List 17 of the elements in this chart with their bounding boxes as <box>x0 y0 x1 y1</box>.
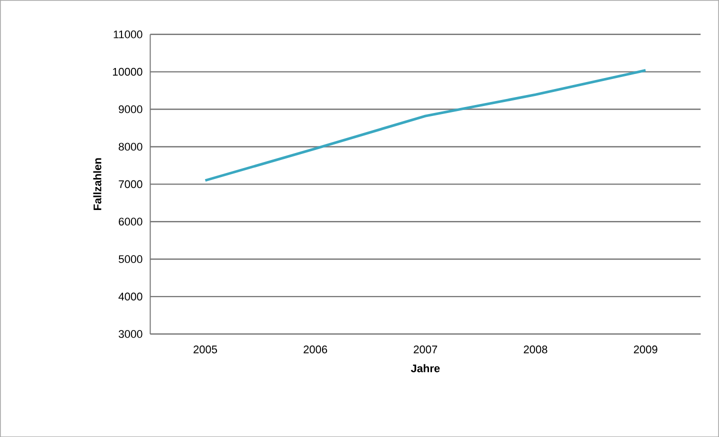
y-tick-label: 7000 <box>118 180 142 188</box>
line-series <box>204 68 647 182</box>
y-tick-label: 5000 <box>118 255 142 263</box>
y-tick-label: 9000 <box>118 105 142 114</box>
x-tick-label: 2005 <box>194 345 218 354</box>
y-tick-label: 11000 <box>114 30 142 38</box>
x-tick-label: 2009 <box>634 345 658 354</box>
x-tick-label: 2008 <box>524 345 548 354</box>
y-tick-label: 4000 <box>118 292 142 300</box>
x-tick-label: 2006 <box>304 345 328 354</box>
y-tick-label: 6000 <box>118 218 142 226</box>
x-tick-label: 2007 <box>414 345 438 354</box>
y-axis-title: Fallzahlen <box>93 158 102 210</box>
y-tick-label: 10000 <box>112 68 142 76</box>
y-tick-label: 3000 <box>118 330 142 338</box>
y-tick-label: 8000 <box>118 142 142 150</box>
x-axis-title: Jahre <box>410 364 440 372</box>
